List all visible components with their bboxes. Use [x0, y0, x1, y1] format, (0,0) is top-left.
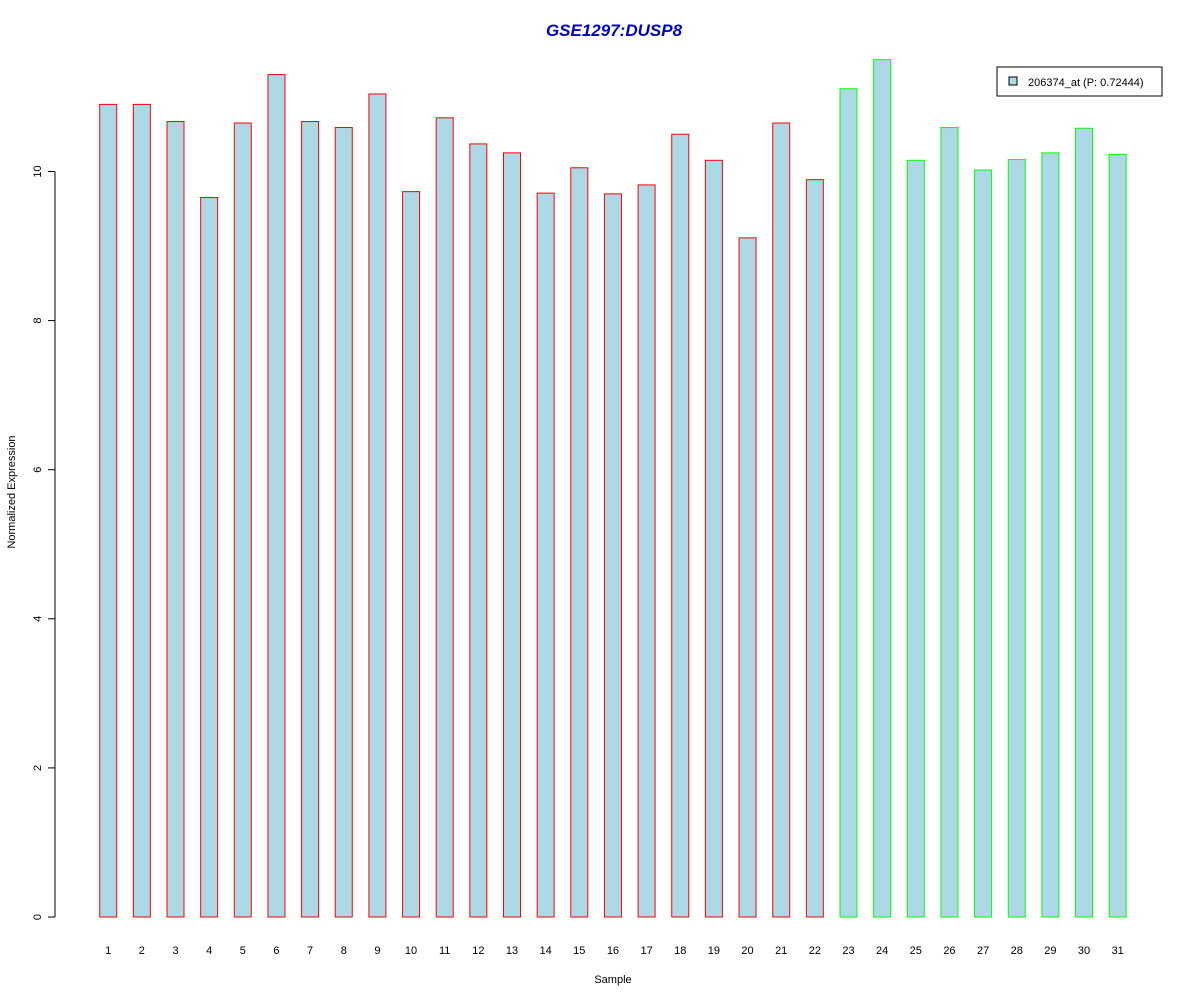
bar-sample-11 [435, 117, 454, 918]
x-tick-label: 29 [1044, 945, 1056, 957]
bar-sample-13 [503, 152, 521, 918]
x-tick-label: 19 [708, 945, 720, 957]
y-tick-label: 2 [32, 765, 44, 771]
y-tick-label: 10 [32, 165, 44, 177]
legend-box [996, 66, 1163, 97]
x-tick-label: 26 [943, 945, 955, 957]
bar-sample-18 [671, 133, 690, 918]
x-tick-label: 21 [775, 945, 787, 957]
bar-sample-21 [772, 122, 791, 918]
y-tick-label: 6 [32, 467, 44, 473]
bar-sample-30 [1075, 127, 1094, 918]
y-axis-label: Normalized Expression [6, 435, 18, 548]
x-tick-label: 12 [472, 945, 484, 957]
y-tick-label: 0 [32, 914, 44, 920]
bar-series [99, 59, 1127, 918]
bar-sample-22 [805, 179, 824, 918]
x-tick-label: 20 [741, 945, 753, 957]
bar-sample-27 [974, 169, 993, 918]
legend-label: 206374_at (P: 0.72444) [1028, 77, 1144, 89]
x-axis-tick-labels: 1 2 3 4 5 6 7 8 9 10 11 12 13 14 15 16 17 18 19 20 21 22 23 24 2… [105, 945, 1124, 957]
bar-sample-17 [637, 184, 656, 918]
x-tick-label: 9 [374, 945, 380, 957]
x-tick-label: 17 [640, 945, 652, 957]
x-tick-label: 24 [876, 945, 888, 957]
legend: 206374_at (P: 0.72444) [996, 66, 1163, 97]
x-tick-label: 3 [172, 945, 178, 957]
x-tick-label: 23 [842, 945, 854, 957]
x-tick-label: 31 [1112, 945, 1124, 957]
x-tick-label: 25 [910, 945, 922, 957]
x-tick-label: 4 [206, 945, 212, 957]
y-tick-label: 8 [32, 318, 44, 324]
bar-sample-19 [704, 159, 723, 918]
bar-sample-12 [469, 143, 488, 918]
bar-sample-15 [570, 167, 589, 918]
x-tick-label: 5 [240, 945, 246, 957]
legend-swatch [1008, 76, 1018, 86]
x-tick-label: 22 [809, 945, 821, 957]
bar-sample-20 [738, 237, 757, 918]
bar-sample-14 [536, 192, 555, 918]
x-axis-label: Sample [594, 974, 631, 986]
x-tick-label: 7 [307, 945, 313, 957]
x-tick-label: 18 [674, 945, 686, 957]
x-tick-label: 27 [977, 945, 989, 957]
bar-sample-28 [1007, 159, 1026, 918]
y-axis: 0 2 4 6 8 10 [32, 165, 56, 920]
x-tick-label: 16 [607, 945, 619, 957]
y-tick-label: 4 [32, 616, 44, 622]
x-tick-label: 14 [540, 945, 552, 957]
x-tick-label: 30 [1078, 945, 1090, 957]
chart-title: GSE1297:DUSP8 [546, 21, 683, 40]
bar-sample-16 [603, 193, 622, 918]
x-tick-label: 6 [273, 945, 279, 957]
bar-sample-3 [166, 121, 185, 918]
x-tick-label: 1 [105, 945, 111, 957]
bar-sample-4 [200, 197, 219, 918]
bar-sample-25 [906, 159, 925, 918]
bar-sample-6 [267, 74, 286, 918]
x-tick-label: 2 [139, 945, 145, 957]
x-tick-label: 13 [506, 945, 518, 957]
bar-sample-7 [301, 121, 320, 918]
x-tick-label: 10 [405, 945, 417, 957]
x-tick-label: 11 [439, 945, 450, 957]
bar-sample-31 [1108, 153, 1127, 918]
bar-sample-2 [132, 103, 151, 918]
x-tick-label: 28 [1011, 945, 1023, 957]
bar-sample-9 [368, 93, 387, 918]
x-tick-label: 15 [573, 945, 585, 957]
bar-sample-26 [940, 127, 959, 918]
bar-sample-23 [839, 88, 858, 918]
bar-sample-5 [233, 122, 252, 918]
bar-sample-29 [1041, 152, 1060, 918]
bar-sample-8 [334, 127, 353, 918]
bar-sample-24 [873, 59, 892, 918]
bar-sample-10 [402, 191, 421, 918]
x-tick-label: 8 [341, 945, 347, 957]
bar-sample-1 [99, 103, 118, 918]
